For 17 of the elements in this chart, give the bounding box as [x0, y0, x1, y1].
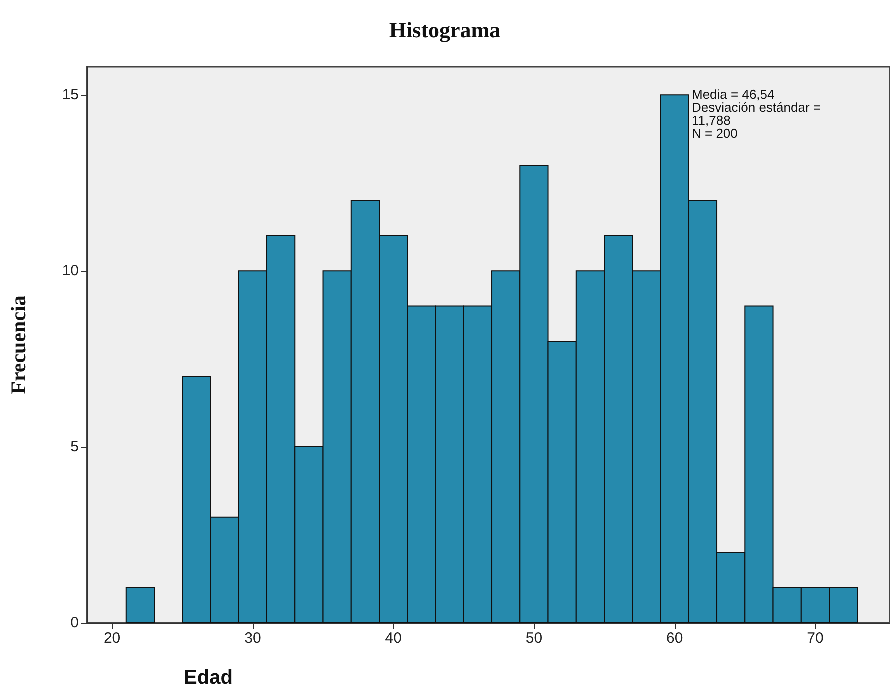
annotation: Media = 46,54: [692, 87, 775, 102]
x-tick-label: 40: [385, 630, 402, 647]
y-tick-label: 5: [70, 438, 79, 456]
y-tick-label: 15: [62, 86, 79, 104]
y-tick-label: 0: [70, 614, 79, 632]
annotation: N = 200: [692, 126, 738, 141]
y-tick-label: 10: [62, 262, 79, 280]
x-tick-label: 60: [666, 630, 684, 647]
y-axis-title: Frecuencia: [6, 295, 30, 394]
x-tick-label: 30: [244, 630, 262, 647]
x-axis-title: Edad: [184, 667, 233, 689]
x-tick-label: 20: [104, 630, 121, 647]
annotation: Desviación estándar =: [692, 100, 821, 115]
x-tick-label: 70: [807, 630, 824, 647]
annotation: 11,788: [692, 113, 731, 128]
chart-title: Histograma: [389, 18, 501, 42]
x-tick-label: 50: [526, 630, 543, 647]
